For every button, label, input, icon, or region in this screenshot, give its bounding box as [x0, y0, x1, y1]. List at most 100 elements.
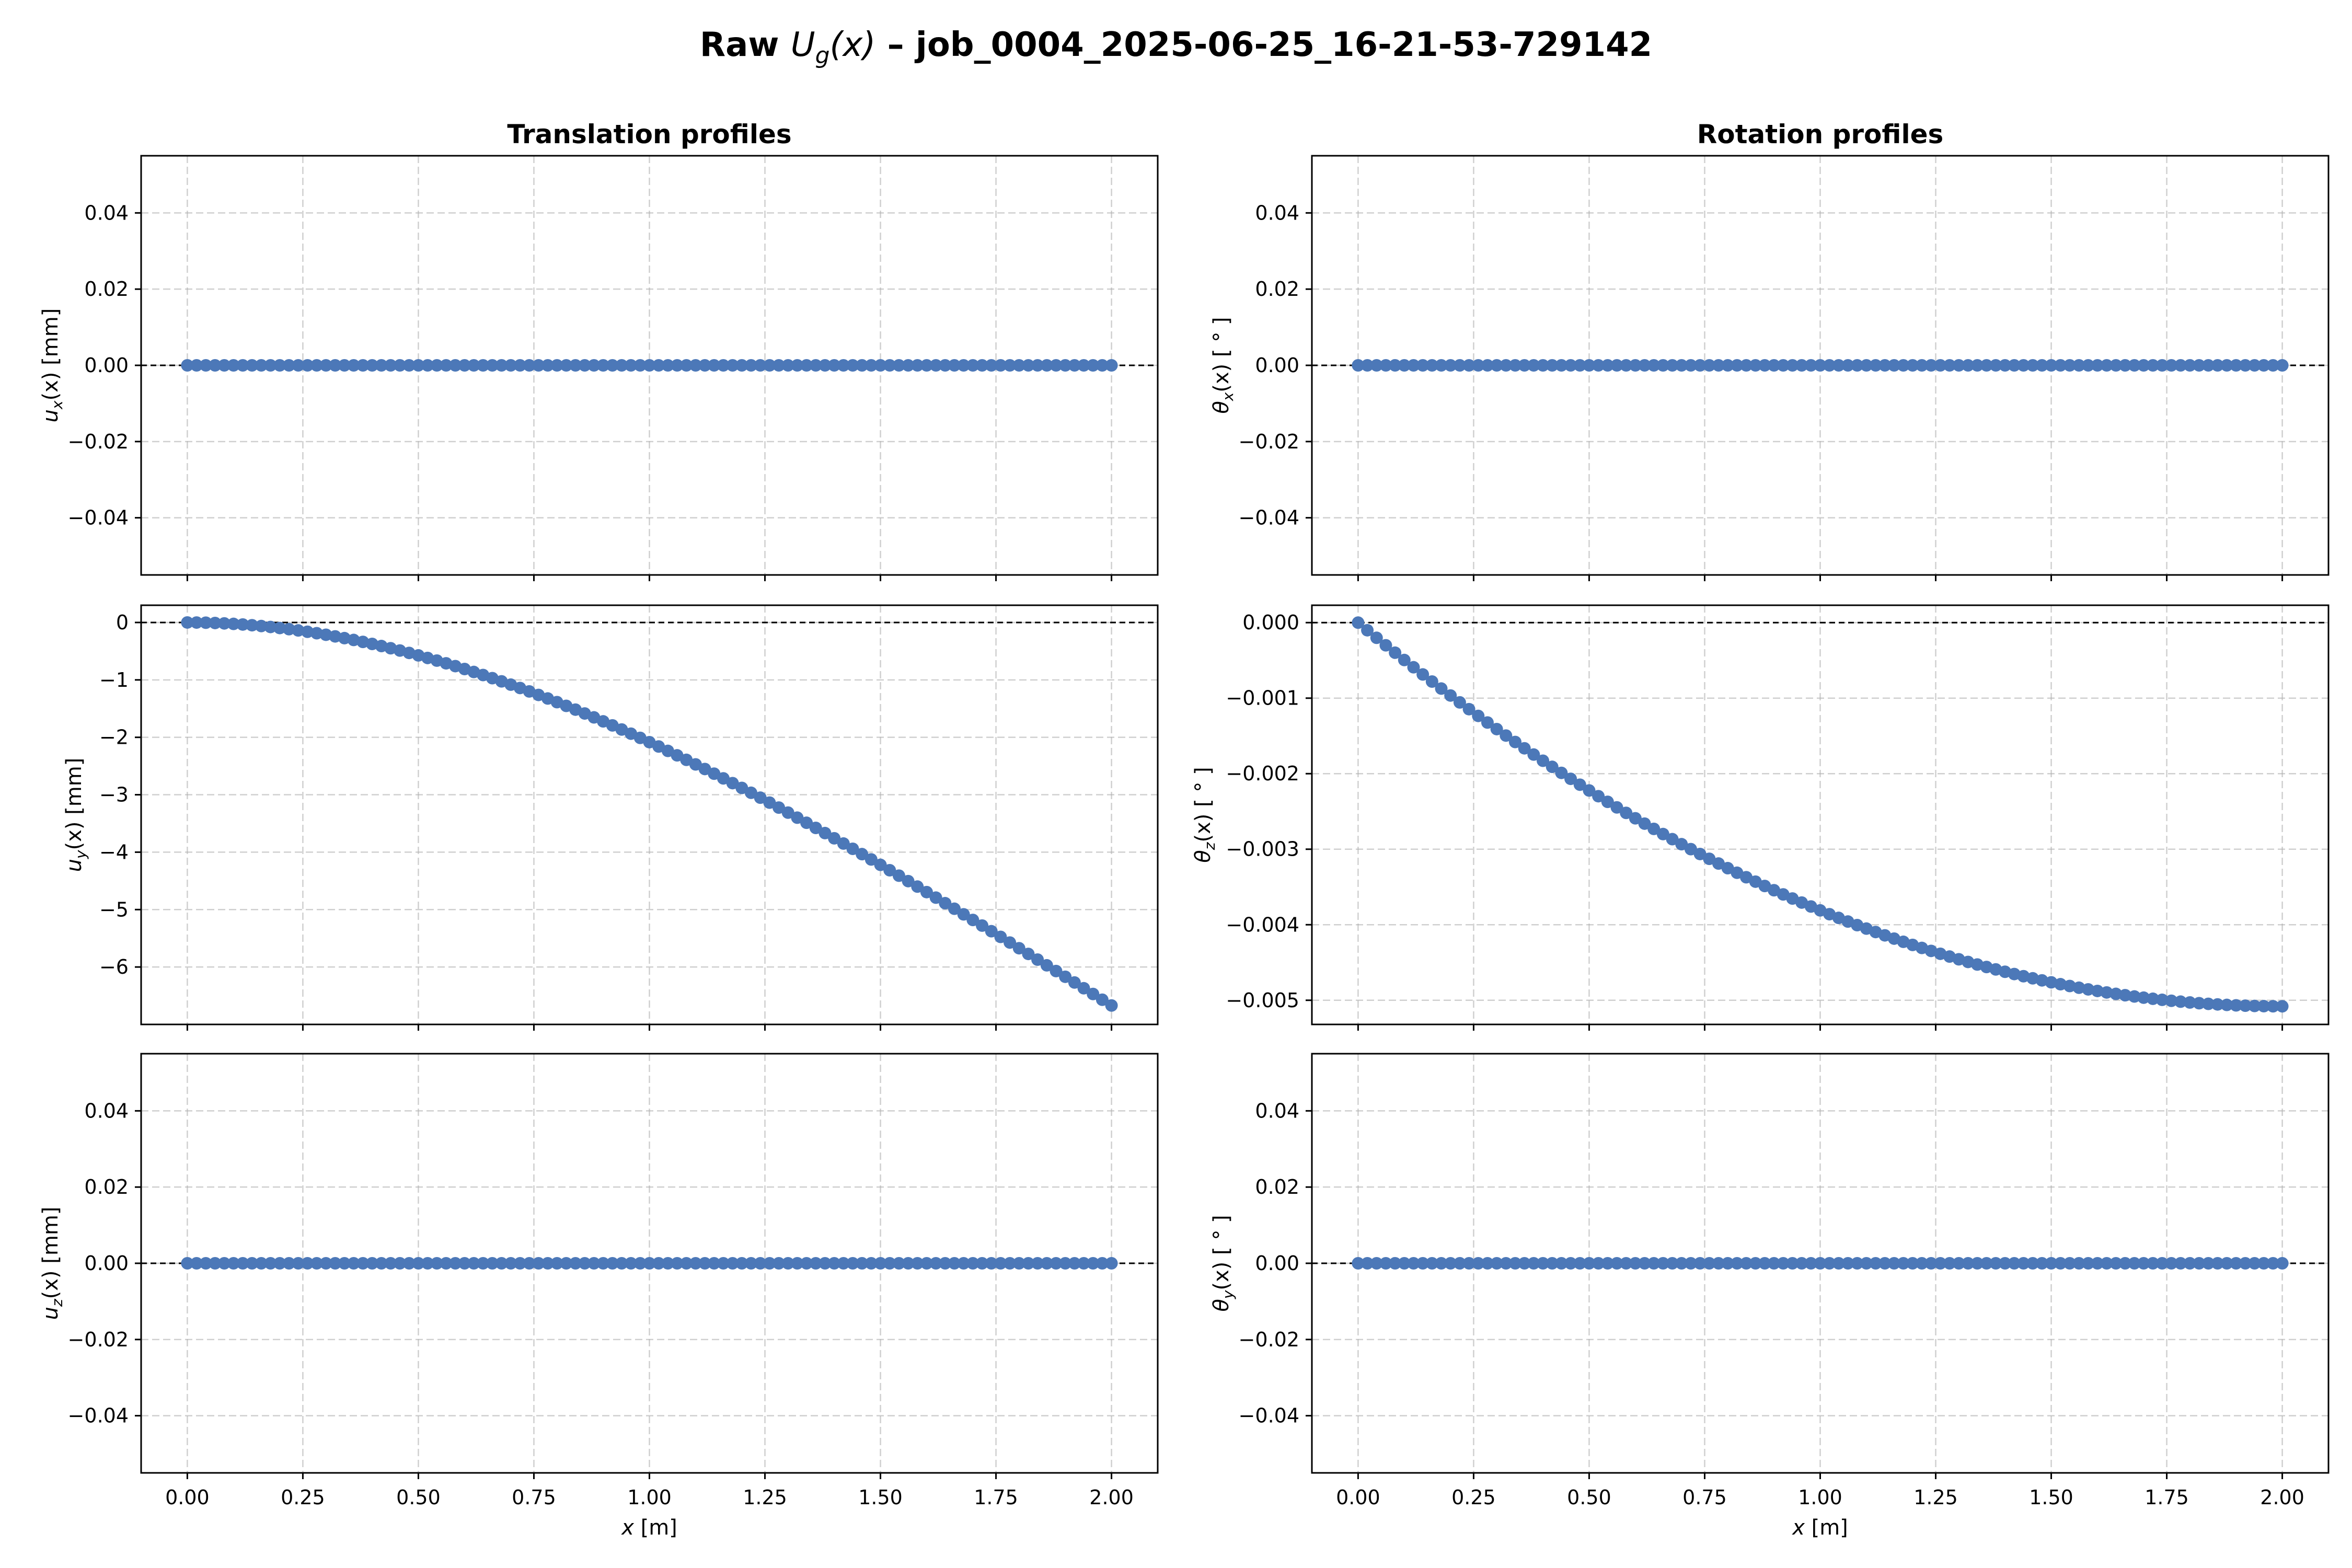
data-point — [1564, 773, 1577, 786]
data-point — [2082, 983, 2095, 996]
data-point — [1453, 359, 1466, 372]
data-point — [994, 359, 1007, 372]
data-point — [708, 767, 721, 780]
data-point — [255, 1257, 268, 1270]
series-points — [181, 616, 1118, 1012]
data-point — [2063, 1257, 2076, 1270]
data-point — [661, 1257, 674, 1270]
panel-title: Translation profiles — [507, 119, 791, 149]
data-point — [1999, 1257, 2012, 1270]
data-point — [791, 811, 804, 824]
data-point — [1407, 1257, 1420, 1270]
data-point — [828, 359, 841, 372]
data-point — [1416, 1257, 1429, 1270]
data-point — [1500, 359, 1513, 372]
data-point — [1693, 847, 1707, 860]
data-point — [1059, 970, 1072, 983]
data-point — [763, 1257, 776, 1270]
data-point — [2257, 1257, 2270, 1270]
data-point — [1804, 1257, 1817, 1270]
x-tick-label: 1.25 — [743, 1486, 787, 1509]
data-point — [2174, 995, 2187, 1008]
data-point — [1012, 359, 1025, 372]
data-point — [319, 628, 332, 641]
data-point — [440, 359, 453, 372]
data-point — [2091, 1257, 2104, 1270]
data-point — [2257, 1000, 2270, 1013]
data-point — [1878, 359, 1892, 372]
data-point — [1980, 1257, 1993, 1270]
data-point — [763, 359, 776, 372]
y-tick-label: 0.02 — [84, 1175, 129, 1198]
data-point — [1004, 359, 1017, 372]
y-axis-label: uz(x) [mm] — [39, 1207, 66, 1320]
data-point — [1924, 359, 1938, 372]
data-point — [1481, 1257, 1494, 1270]
data-point — [1389, 646, 1402, 659]
data-point — [310, 359, 323, 372]
data-point — [1721, 1257, 1734, 1270]
data-point — [773, 801, 786, 814]
data-point — [2220, 1257, 2233, 1270]
data-point — [1022, 948, 1035, 961]
data-point — [2202, 997, 2215, 1010]
data-point — [615, 1257, 628, 1270]
data-point — [1031, 359, 1044, 372]
y-tick-label: −0.005 — [1226, 989, 1299, 1012]
data-point — [430, 1257, 443, 1270]
data-point — [523, 1257, 536, 1270]
data-point — [773, 1257, 786, 1270]
data-point — [2266, 1257, 2279, 1270]
data-point — [754, 791, 767, 804]
data-point — [1675, 1257, 1688, 1270]
data-point — [2128, 359, 2141, 372]
data-point — [2248, 1257, 2261, 1270]
data-point — [2026, 1257, 2039, 1270]
data-point — [846, 843, 859, 856]
data-point — [1629, 1257, 1642, 1270]
y-tick-label: −3 — [99, 783, 129, 806]
data-point — [828, 832, 841, 845]
data-point — [2119, 1257, 2131, 1270]
data-point — [1077, 1257, 1090, 1270]
data-point — [1610, 801, 1623, 814]
data-point — [902, 359, 915, 372]
data-point — [2174, 359, 2187, 372]
data-point — [301, 625, 314, 638]
data-point — [560, 359, 573, 372]
data-point — [1031, 953, 1044, 966]
data-point — [1490, 722, 1503, 735]
y-tick-label: 0.04 — [84, 1099, 129, 1122]
data-point — [2017, 1257, 2030, 1270]
data-point — [2220, 998, 2233, 1011]
data-point — [1444, 359, 1457, 372]
data-point — [994, 930, 1007, 943]
data-point — [1887, 1257, 1900, 1270]
data-point — [754, 359, 767, 372]
data-point — [1712, 1257, 1725, 1270]
data-point — [1040, 359, 1053, 372]
data-point — [920, 1257, 933, 1270]
data-point — [846, 359, 859, 372]
data-point — [1934, 1257, 1947, 1270]
data-point — [1962, 1257, 1975, 1270]
data-point — [1472, 709, 1485, 722]
data-point — [1638, 359, 1651, 372]
data-point — [726, 777, 739, 790]
data-point — [883, 1257, 896, 1270]
data-point — [1795, 1257, 1808, 1270]
data-point — [920, 359, 933, 372]
data-point — [1425, 1257, 1438, 1270]
data-point — [726, 1257, 739, 1270]
data-point — [957, 1257, 970, 1270]
data-point — [1962, 359, 1975, 372]
data-point — [1583, 784, 1596, 797]
data-point — [1537, 359, 1550, 372]
data-point — [1564, 1257, 1577, 1270]
data-point — [1703, 1257, 1716, 1270]
data-point — [1924, 1257, 1938, 1270]
data-point — [1860, 1257, 1873, 1270]
data-point — [1352, 359, 1365, 372]
data-point — [689, 1257, 702, 1270]
data-point — [1573, 778, 1586, 791]
